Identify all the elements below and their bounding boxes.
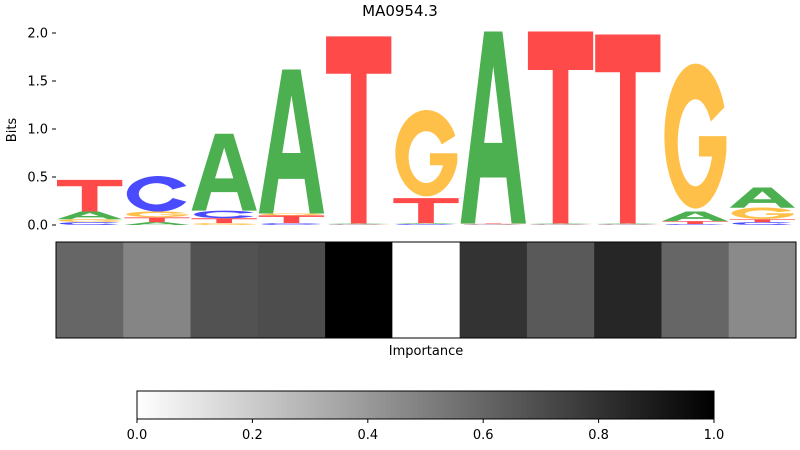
logo-letter-g (731, 207, 794, 220)
logo-y-tick-label: 1.5 (27, 75, 48, 90)
logo-letter-t (595, 34, 661, 224)
logo-letter-a (460, 31, 526, 224)
logo-letter-t (57, 179, 123, 212)
logo-letter-t (191, 218, 257, 224)
logo-letter-g (260, 213, 323, 216)
logo-letter-c (395, 224, 456, 225)
logo-letter-g (126, 211, 189, 218)
importance-heatmap: Importance (55, 241, 797, 359)
heatmap-cell (594, 242, 662, 338)
logo-y-axis: 0.0 0.5 1.0 1.5 2.0 (27, 27, 56, 234)
heatmap-cell (661, 242, 730, 338)
logo-letter-c (261, 223, 321, 225)
logo-letter-a (258, 69, 325, 214)
colorbar-tick-label: 1.0 (704, 428, 725, 443)
colorbar-tick-label: 0.6 (473, 428, 494, 443)
heatmap-cell (526, 242, 595, 338)
logo-title: MA0954.3 (362, 2, 438, 20)
logo-letter-t (662, 221, 728, 225)
heatmap-cell (459, 242, 528, 338)
logo-letter-g (58, 219, 121, 223)
logo-letter-c (59, 222, 120, 225)
colorbar-tick-label: 0.2 (242, 428, 263, 443)
logo-y-axis-label: Bits (5, 118, 20, 143)
heatmap-cell (190, 242, 259, 338)
logo-y-tick-label: 1.0 (27, 123, 48, 138)
logo-letter-a (393, 223, 459, 225)
logo-panel: MA0954.3 Bits 0.0 0.5 1.0 1.5 2.0 (5, 2, 795, 234)
heatmap-cell (56, 242, 124, 338)
colorbar-tick-label: 0.4 (357, 428, 378, 443)
logo-letter-c (194, 210, 254, 219)
logo-letter-t (393, 198, 459, 224)
logo-letter-g (664, 63, 727, 209)
heatmap-cells (56, 242, 797, 338)
logo-letter-t (124, 217, 190, 223)
logo-letter-c (732, 222, 792, 225)
logo-letter-t (258, 215, 325, 224)
logo-letter-c (664, 224, 725, 225)
logo-y-tick-label: 0.5 (27, 171, 48, 186)
logo-letter-t (527, 31, 594, 224)
logo-letter-a (191, 133, 257, 211)
colorbar-gradient (137, 391, 714, 419)
logo-y-tick-label: 0.0 (27, 219, 48, 234)
heatmap-cell (257, 242, 326, 338)
colorbar-frame (136, 390, 715, 420)
heatmap-cell (392, 242, 461, 338)
logo-letter-g (193, 223, 256, 225)
colorbar-ticks: 0.0 0.2 0.4 0.6 0.8 1.0 (127, 419, 725, 443)
logo-letter-c (126, 176, 187, 212)
heatmap-cell (325, 242, 393, 338)
logo-letter-a (729, 187, 795, 208)
logo-letter-g (395, 109, 458, 197)
heatmap-frame (55, 241, 797, 339)
heatmap-x-axis-label: Importance (389, 344, 464, 359)
logo-letter-t (729, 219, 795, 223)
heatmap-cell (728, 242, 797, 338)
colorbar-tick-label: 0.0 (127, 428, 148, 443)
colorbar-tick-label: 0.8 (588, 428, 609, 443)
colorbar: 0.0 0.2 0.4 0.6 0.8 1.0 (127, 390, 725, 443)
logo-letter-a (662, 211, 728, 222)
heatmap-cell (123, 242, 192, 338)
logo-letters (57, 31, 795, 225)
logo-letter-a (124, 222, 190, 225)
logo-letter-t (326, 36, 392, 224)
logo-letter-a (57, 211, 123, 220)
logo-y-tick-label: 2.0 (27, 27, 48, 42)
